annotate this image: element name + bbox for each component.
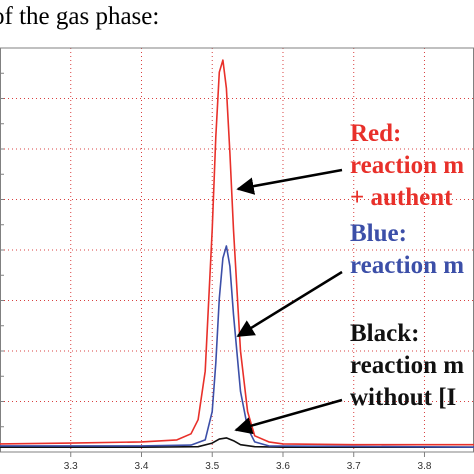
x-tick-label-3.3: 3.3 xyxy=(64,461,78,472)
figure-caption: of the gas phase: xyxy=(0,0,474,44)
series-line-black xyxy=(0,437,474,448)
x-tick-label-3.6: 3.6 xyxy=(276,461,290,472)
x-tick-label-3.4: 3.4 xyxy=(135,461,149,472)
series-layer xyxy=(0,59,474,448)
series-line-blue xyxy=(0,245,474,448)
x-tick-label-3.5: 3.5 xyxy=(205,461,219,472)
annotation-black: Black: reaction m without [I xyxy=(350,318,464,414)
annotation-blue-line-2: reaction m xyxy=(350,252,465,279)
x-tick-label-3.7: 3.7 xyxy=(347,461,361,472)
x-tick-label-3.8: 3.8 xyxy=(418,461,432,472)
arrow-blue xyxy=(236,270,343,338)
arrow-red xyxy=(236,168,343,195)
annotation-black-line-3: without [I xyxy=(350,384,457,411)
annotation-red-line-1: Red: xyxy=(350,120,402,147)
series-line-red xyxy=(0,59,474,446)
annotation-red-line-2: reaction m xyxy=(350,152,465,179)
arrow-black xyxy=(234,398,343,435)
annotation-red: Red: reaction m + authent xyxy=(350,118,464,214)
caption-text: of the gas phase: xyxy=(0,3,160,30)
grid-layer xyxy=(0,48,474,452)
arrow-layer xyxy=(234,168,343,435)
annotation-black-line-1: Black: xyxy=(350,320,420,347)
tick-label-layer: 3.3 3.4 3.5 3.6 3.7 3.8 xyxy=(64,461,432,472)
annotation-black-line-2: reaction m xyxy=(350,352,465,379)
annotation-red-line-3: + authent xyxy=(350,184,453,211)
annotation-blue-line-1: Blue: xyxy=(350,220,407,247)
annotation-blue: Blue: reaction m xyxy=(350,218,464,282)
